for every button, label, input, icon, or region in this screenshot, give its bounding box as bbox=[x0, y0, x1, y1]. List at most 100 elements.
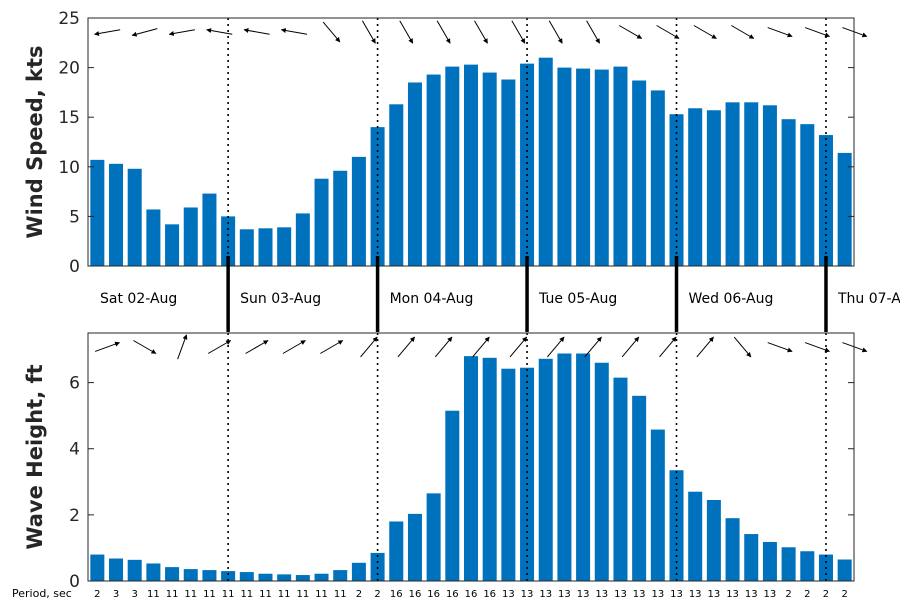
wind-direction-arrow bbox=[399, 20, 414, 44]
day-label: Sat 02-Aug bbox=[100, 291, 177, 307]
wind-ytick-label: 20 bbox=[58, 59, 80, 79]
wave-bar bbox=[109, 558, 124, 581]
wave-direction-arrow bbox=[94, 341, 121, 352]
period-value: 13 bbox=[670, 589, 683, 600]
wave-direction-arrow bbox=[397, 336, 416, 358]
period-value: 13 bbox=[558, 589, 571, 600]
period-value: 3 bbox=[132, 589, 138, 600]
wind-direction-arrow bbox=[767, 27, 793, 38]
wind-bar bbox=[426, 74, 441, 266]
wave-ytick-label: 2 bbox=[69, 506, 80, 526]
day-label: Wed 06-Aug bbox=[689, 291, 774, 307]
wind-bar bbox=[90, 159, 105, 266]
wave-direction-arrows bbox=[94, 334, 868, 360]
wind-bar bbox=[632, 80, 647, 266]
period-value: 11 bbox=[259, 589, 272, 600]
wind-bar bbox=[557, 67, 572, 266]
wave-bar bbox=[538, 358, 553, 581]
wave-direction-arrow bbox=[177, 334, 188, 360]
wind-direction-arrow bbox=[436, 20, 451, 44]
period-value: 13 bbox=[651, 589, 664, 600]
day-label: Mon 04-Aug bbox=[390, 291, 474, 307]
wind-bar bbox=[183, 207, 198, 266]
period-value: 13 bbox=[764, 589, 777, 600]
period-value: 16 bbox=[483, 589, 496, 600]
period-value: 2 bbox=[356, 589, 362, 600]
wind-bar bbox=[314, 178, 329, 266]
wind-bar bbox=[333, 170, 348, 266]
wind-bar bbox=[501, 79, 516, 266]
wave-ytick-label: 4 bbox=[69, 440, 80, 460]
period-value: 11 bbox=[296, 589, 309, 600]
period-value: 3 bbox=[113, 589, 119, 600]
wave-bar bbox=[725, 518, 740, 581]
wind-ytick-label: 0 bbox=[69, 257, 80, 277]
wind-direction-arrow bbox=[548, 20, 563, 44]
wind-y-ticks: 0 5 10 15 20 25 bbox=[58, 9, 854, 277]
period-value: 2 bbox=[841, 589, 847, 600]
period-value: 13 bbox=[502, 589, 515, 600]
period-value: 11 bbox=[334, 589, 347, 600]
wave-plot-frame bbox=[87, 332, 855, 582]
wave-direction-arrow bbox=[804, 342, 830, 353]
wind-ytick-label: 15 bbox=[58, 108, 80, 128]
wind-bar bbox=[781, 119, 796, 267]
wind-direction-arrow bbox=[131, 28, 158, 37]
wind-bar bbox=[576, 68, 591, 266]
wave-direction-arrow bbox=[133, 340, 157, 354]
wind-bar bbox=[818, 135, 833, 266]
period-value: 13 bbox=[614, 589, 627, 600]
wind-direction-arrow bbox=[474, 20, 488, 44]
wind-direction-arrow bbox=[361, 20, 376, 44]
wind-direction-arrow bbox=[656, 25, 680, 39]
wind-bar bbox=[744, 102, 759, 266]
period-value: 11 bbox=[278, 589, 291, 600]
wind-direction-arrow bbox=[618, 25, 643, 39]
wind-bar bbox=[146, 209, 161, 266]
wave-bar bbox=[370, 552, 385, 581]
wind-panel: 0 5 10 15 20 25 Wind Speed, kts bbox=[23, 9, 868, 277]
period-value: 13 bbox=[633, 589, 646, 600]
wind-bar bbox=[165, 224, 180, 266]
wave-bar bbox=[557, 353, 572, 581]
wave-bar bbox=[426, 493, 441, 581]
wind-bar bbox=[482, 72, 497, 266]
wind-direction-arrow bbox=[511, 20, 526, 44]
wave-bar bbox=[165, 567, 180, 581]
period-value: 11 bbox=[222, 589, 235, 600]
wave-bar bbox=[463, 356, 479, 581]
wave-bar bbox=[445, 410, 460, 581]
period-value: 2 bbox=[94, 589, 100, 600]
wind-direction-arrows bbox=[94, 20, 868, 44]
wave-direction-arrow bbox=[360, 336, 378, 358]
period-value: 13 bbox=[521, 589, 534, 600]
wind-bar bbox=[688, 108, 703, 266]
wind-ytick-label: 10 bbox=[58, 158, 80, 178]
wind-bar bbox=[370, 127, 385, 267]
wave-bar bbox=[800, 551, 815, 581]
wave-bar bbox=[389, 521, 404, 581]
period-value: 13 bbox=[539, 589, 552, 600]
wave-bar bbox=[333, 570, 348, 581]
wave-y-axis-label: Wave Height, ft bbox=[23, 364, 47, 549]
wind-plot-frame bbox=[87, 17, 855, 267]
day-label: Tue 05-Aug bbox=[538, 291, 617, 307]
wave-bar bbox=[650, 429, 665, 581]
wave-ytick-label: 0 bbox=[69, 572, 80, 592]
wave-bar bbox=[594, 362, 609, 581]
period-value: 11 bbox=[315, 589, 328, 600]
wave-bar bbox=[576, 353, 591, 581]
period-value: 13 bbox=[577, 589, 590, 600]
period-row: 2 3 3 11 11 11 11 11 11 11 11 11 11 11 2 2 16 16 16 16 16 16 1… bbox=[94, 589, 848, 600]
period-value: 11 bbox=[203, 589, 216, 600]
wave-bar bbox=[258, 573, 273, 581]
wave-bar bbox=[632, 395, 647, 581]
wind-ytick-label: 25 bbox=[58, 9, 80, 29]
wave-bar bbox=[706, 499, 721, 581]
wave-bar bbox=[482, 357, 497, 581]
wind-direction-arrow bbox=[693, 25, 717, 39]
wave-direction-arrow bbox=[245, 340, 269, 354]
period-value: 2 bbox=[374, 589, 380, 600]
wind-bar bbox=[613, 66, 628, 266]
